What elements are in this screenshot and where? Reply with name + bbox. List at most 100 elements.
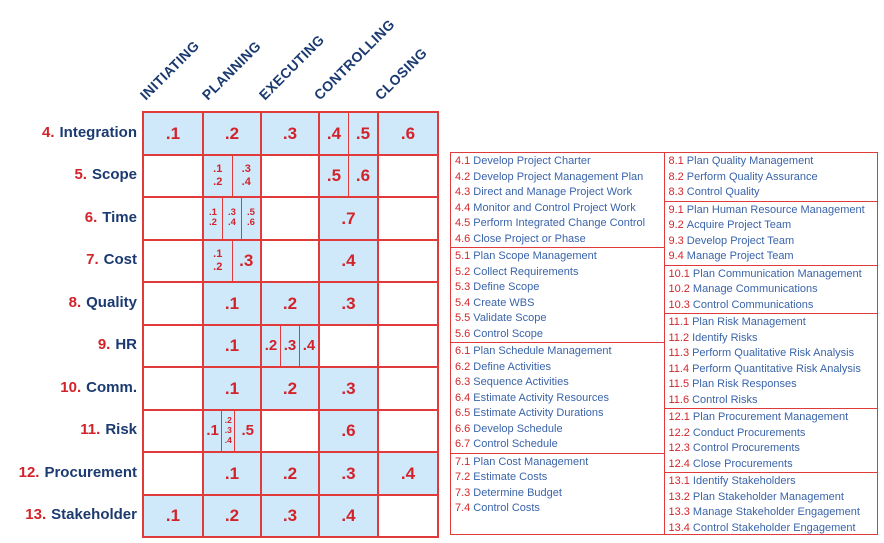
legend-item: 4.6 Close Project or Phase — [455, 232, 664, 248]
legend-item: 8.2 Perform Quality Assurance — [669, 170, 878, 186]
process-number: .3 — [239, 251, 254, 271]
legend-item-number: 6.6 — [455, 422, 471, 435]
legend-group-9: 9.1 Plan Human Resource Management 9.2 Acqu… — [664, 202, 877, 266]
legend-item-number: 11.3 — [668, 347, 690, 359]
legend-item: 4.4 Monitor and Control Project Work — [455, 201, 664, 217]
legend-group-6: 6.1 Plan Schedule Management 6.2 Define Act… — [451, 343, 664, 454]
matrix-cell-4-executing: .3 — [262, 113, 320, 156]
legend-item-name: Perform Quantitative Risk Analysis — [692, 362, 861, 375]
legend-item: 6.4 Estimate Activity Resources — [455, 391, 664, 407]
legend-item-name: Direct and Manage Project Work — [473, 186, 633, 198]
legend-item: 11.2 Identify Risks — [669, 331, 878, 347]
process-number: .1 — [206, 422, 219, 440]
row-name: Time — [102, 208, 137, 226]
row-label-integration: 4. Integration — [0, 111, 137, 154]
matrix-subcell: .2 — [262, 368, 318, 409]
legend-item-number: 6.1 — [455, 345, 471, 357]
legend-item-name: Define Scope — [473, 281, 540, 293]
row-label-cost: 7. Cost — [0, 239, 137, 282]
process-number: .5 — [355, 123, 371, 143]
legend-item: 4.3 Direct and Manage Project Work — [455, 185, 664, 201]
matrix-cell-4-controlling: .4 .5 — [320, 113, 379, 156]
row-number: 5. — [74, 166, 87, 184]
process-number: .1 — [209, 206, 217, 218]
legend-item-number: 9.4 — [668, 250, 684, 262]
matrix-cell-8-closing — [379, 283, 439, 326]
legend-item-name: Develop Project Management Plan — [473, 170, 644, 183]
matrix-subcell: .3 — [320, 368, 377, 409]
process-number: .6 — [247, 217, 255, 229]
legend-item-number: 11.6 — [668, 393, 690, 406]
row-number: 4. — [41, 123, 55, 141]
legend-item-number: 4.1 — [455, 155, 471, 167]
legend-item-name: Conduct Procurements — [692, 426, 806, 439]
matrix-cell-10-controlling: .3 — [320, 368, 379, 411]
legend-item-name: Control Schedule — [473, 438, 558, 450]
legend-item: 6.5 Estimate Activity Durations — [455, 406, 664, 422]
row-name: Procurement — [44, 463, 137, 481]
row-name: Scope — [91, 166, 137, 184]
process-number: .2 — [282, 378, 298, 398]
matrix-subcell: .1.2 — [204, 156, 232, 197]
legend-item: 13.1 Identify Stakeholders — [669, 474, 878, 490]
legend-item-name: Close Procurements — [692, 457, 793, 470]
matrix-cell-12-planning: .1 — [204, 453, 262, 496]
row-number: 9. — [97, 336, 111, 354]
row-number: 12. — [18, 463, 40, 481]
legend-item-name: Control Scope — [473, 327, 544, 340]
legend-item: 13.3 Manage Stakeholder Engagement — [669, 505, 878, 521]
legend-item-name: Estimate Activity Durations — [473, 407, 604, 419]
legend-item-number: 7.3 — [455, 486, 471, 499]
process-number: .4 — [326, 123, 342, 143]
legend-item: 5.1 Plan Scope Management — [455, 249, 664, 265]
legend-item-number: 5.4 — [455, 296, 471, 309]
legend-group-13: 13.1 Identify Stakeholders 13.2 Plan Stakeh… — [665, 473, 878, 534]
matrix-cell-11-initiating — [144, 410, 204, 453]
matrix-subcell: .2 — [262, 453, 318, 494]
matrix-subcell: .1 — [204, 453, 260, 494]
legend-item: 12.4 Close Procurements — [669, 457, 878, 473]
legend-item-name: Control Stakeholder Engagement — [692, 521, 856, 534]
process-number: .4 — [341, 251, 356, 271]
legend-item: 6.6 Develop Schedule — [455, 422, 664, 438]
process-number: .2 — [209, 217, 217, 229]
matrix-cell-4-initiating: .1 — [144, 113, 204, 156]
matrix-cell-13-controlling: .4 — [320, 495, 379, 538]
legend-column-right: 8.1 Plan Quality Management 8.2 Perform Qua… — [663, 152, 878, 535]
process-number: .2 — [282, 293, 298, 313]
matrix-cell-12-initiating — [144, 453, 204, 496]
legend-item-name: Manage Project Team — [686, 250, 794, 262]
row-label-hr: 9. HR — [0, 324, 137, 367]
matrix-cell-5-controlling: .5 .6 — [320, 155, 379, 198]
legend-item-number: 11.2 — [668, 331, 690, 344]
matrix-cell-10-initiating — [144, 368, 204, 411]
legend-group-5: 5.1 Plan Scope Management 5.2 Collect Requi… — [451, 248, 664, 343]
legend-item-name: Collect Requirements — [473, 265, 579, 278]
legend-item-number: 11.4 — [668, 362, 690, 375]
row-number: 10. — [60, 378, 82, 396]
legend-item: 5.3 Define Scope — [455, 280, 664, 296]
process-number: .5 — [247, 206, 255, 218]
legend-item: 6.7 Control Schedule — [455, 437, 664, 453]
legend-item-name: Perform Quality Assurance — [686, 170, 818, 183]
matrix-subcell: .6 — [348, 155, 377, 196]
legend-item-number: 12.1 — [668, 411, 690, 423]
row-number: 11. — [80, 421, 101, 439]
legend-item: 5.5 Validate Scope — [455, 311, 664, 327]
legend-item-number: 7.2 — [455, 471, 471, 483]
matrix-cell-6-planning: .1.2.3.4.5.6 — [204, 198, 262, 241]
legend-item-number: 11.1 — [668, 316, 690, 328]
process-number: .1 — [224, 336, 240, 356]
legend-item-name: Create WBS — [473, 296, 535, 309]
legend-item-name: Plan Quality Management — [686, 155, 814, 167]
matrix-subcell: .1 — [204, 368, 260, 409]
legend-group-4: 4.1 Develop Project Charter 4.2 Develop Pro… — [451, 153, 664, 248]
matrix-subcell: .1 — [144, 496, 202, 537]
matrix-cell-8-planning: .1 — [204, 283, 262, 326]
matrix-cell-11-executing — [262, 410, 320, 453]
matrix-subcell: .3 — [262, 496, 318, 537]
matrix-subcell: .4 — [320, 496, 377, 537]
matrix-cell-9-executing: .2 .3 .4 — [262, 325, 320, 368]
legend-item: 4.5 Perform Integrated Change Control — [455, 216, 664, 232]
